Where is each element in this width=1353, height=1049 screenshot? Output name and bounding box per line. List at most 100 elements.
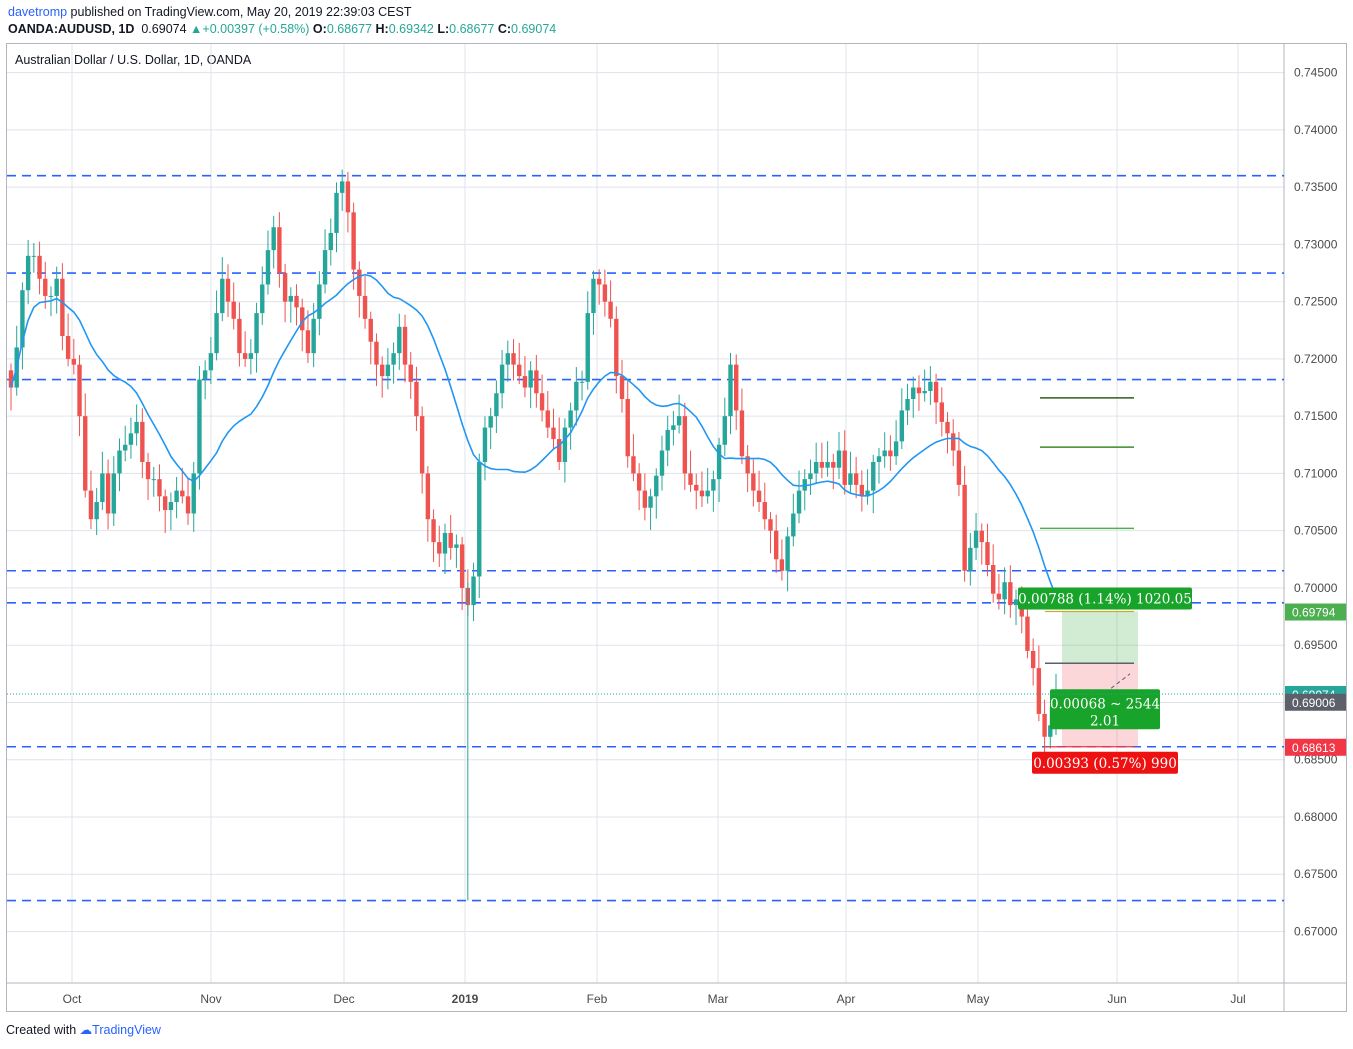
candle-body bbox=[831, 461, 836, 468]
candle-body bbox=[802, 479, 807, 491]
candle-body bbox=[334, 192, 339, 233]
y-tick-label: 0.68500 bbox=[1294, 753, 1338, 767]
author-link[interactable]: davetromp bbox=[8, 5, 68, 19]
candle-body bbox=[1013, 599, 1019, 606]
candle-body bbox=[397, 326, 402, 354]
candle-body bbox=[448, 532, 453, 548]
candle-body bbox=[596, 278, 602, 285]
candle-body bbox=[191, 473, 196, 514]
candle-body bbox=[682, 416, 688, 474]
candle-body bbox=[105, 473, 111, 514]
candle-body bbox=[585, 313, 590, 382]
candle-body bbox=[54, 278, 59, 296]
candle-body bbox=[231, 301, 236, 319]
info-label-line1: 0.00068 ~ 2544 bbox=[1050, 696, 1160, 712]
candle-body bbox=[368, 318, 373, 342]
candle-body bbox=[254, 313, 259, 354]
candle-body bbox=[625, 398, 630, 457]
candle-body bbox=[488, 416, 493, 428]
tradingview-brand[interactable]: TradingView bbox=[92, 1023, 161, 1037]
open-label: O: bbox=[312, 22, 327, 36]
candle-body bbox=[939, 402, 944, 422]
candle-body bbox=[968, 547, 973, 571]
candle-body bbox=[77, 364, 82, 417]
target-label-box bbox=[1018, 587, 1192, 610]
candle-body bbox=[8, 370, 14, 388]
candle-body bbox=[648, 496, 653, 508]
candle-body bbox=[534, 370, 539, 394]
candle-body bbox=[933, 381, 939, 403]
candle-body bbox=[437, 542, 442, 554]
price-tag-box bbox=[1285, 693, 1346, 711]
candle-body bbox=[813, 461, 819, 474]
publish-info: published on TradingView.com, May 20, 20… bbox=[67, 5, 412, 19]
candle-body bbox=[859, 484, 865, 497]
candle-body bbox=[60, 278, 65, 337]
chart-frame[interactable] bbox=[6, 43, 1347, 1012]
candle-body bbox=[419, 416, 425, 474]
price-change: +0.00397 (+0.58%) bbox=[202, 22, 310, 36]
candle-body bbox=[762, 502, 767, 520]
profit-zone bbox=[1062, 611, 1138, 664]
y-tick-label: 0.72500 bbox=[1294, 295, 1338, 309]
candle-body bbox=[962, 484, 967, 571]
candle-body bbox=[174, 490, 179, 503]
candle-body bbox=[294, 295, 299, 308]
y-tick-label: 0.74000 bbox=[1294, 123, 1338, 137]
candle-body bbox=[511, 353, 516, 365]
candle-body bbox=[220, 278, 225, 314]
candle-body bbox=[1025, 616, 1030, 651]
candle-body bbox=[322, 250, 328, 285]
candle-body bbox=[185, 496, 191, 514]
candle-body bbox=[48, 295, 54, 297]
candle-body bbox=[265, 250, 271, 285]
candle-body bbox=[482, 427, 488, 462]
tradingview-logo-icon[interactable]: ☁ bbox=[79, 1023, 93, 1037]
candle-body bbox=[277, 227, 282, 274]
moving-average-line bbox=[10, 273, 1057, 596]
candle-body bbox=[225, 278, 231, 302]
candle-body bbox=[574, 381, 579, 411]
candle-body bbox=[425, 473, 431, 520]
high-value: 0.69342 bbox=[388, 22, 434, 36]
candle-body bbox=[614, 318, 619, 377]
candle-body bbox=[414, 381, 419, 417]
candle-body bbox=[591, 278, 596, 314]
candle-body bbox=[317, 284, 322, 319]
candle-body bbox=[836, 450, 842, 468]
candle-body bbox=[951, 433, 956, 451]
high-label: H: bbox=[375, 22, 389, 36]
candle-body bbox=[214, 313, 219, 354]
symbol-label: OANDA:AUDUSD, 1D bbox=[8, 22, 135, 36]
footer: Created with ☁TradingView bbox=[6, 1022, 161, 1037]
candle-body bbox=[911, 387, 916, 399]
target-label: 0.00788 (1.14%) 1020.05 bbox=[1018, 592, 1192, 608]
candle-body bbox=[168, 502, 174, 511]
candle-body bbox=[237, 318, 242, 354]
x-tick-label: Feb bbox=[587, 992, 608, 1006]
candle-body bbox=[1008, 582, 1013, 606]
candle-body bbox=[888, 450, 893, 457]
price-tag-box bbox=[1285, 738, 1346, 756]
x-tick-label: Jul bbox=[1230, 992, 1245, 1006]
candle-body bbox=[694, 484, 699, 491]
close-value: 0.69074 bbox=[511, 22, 557, 36]
candle-body bbox=[871, 461, 876, 491]
candle-body bbox=[716, 444, 722, 480]
candle-body bbox=[796, 490, 802, 514]
candle-body bbox=[768, 519, 773, 531]
x-tick-label: Mar bbox=[708, 992, 729, 1006]
y-tick-label: 0.69500 bbox=[1294, 638, 1338, 652]
y-tick-label: 0.71000 bbox=[1294, 466, 1338, 480]
candle-body bbox=[699, 490, 705, 497]
candle-body bbox=[756, 490, 762, 503]
candle-body bbox=[157, 479, 162, 497]
publish-line: davetromp published on TradingView.com, … bbox=[8, 5, 412, 19]
candle-body bbox=[539, 393, 545, 411]
candle-body bbox=[117, 450, 122, 474]
candle-body bbox=[979, 530, 984, 543]
candle-body bbox=[676, 416, 682, 426]
candle-body bbox=[151, 479, 156, 481]
candle-body bbox=[208, 353, 214, 371]
